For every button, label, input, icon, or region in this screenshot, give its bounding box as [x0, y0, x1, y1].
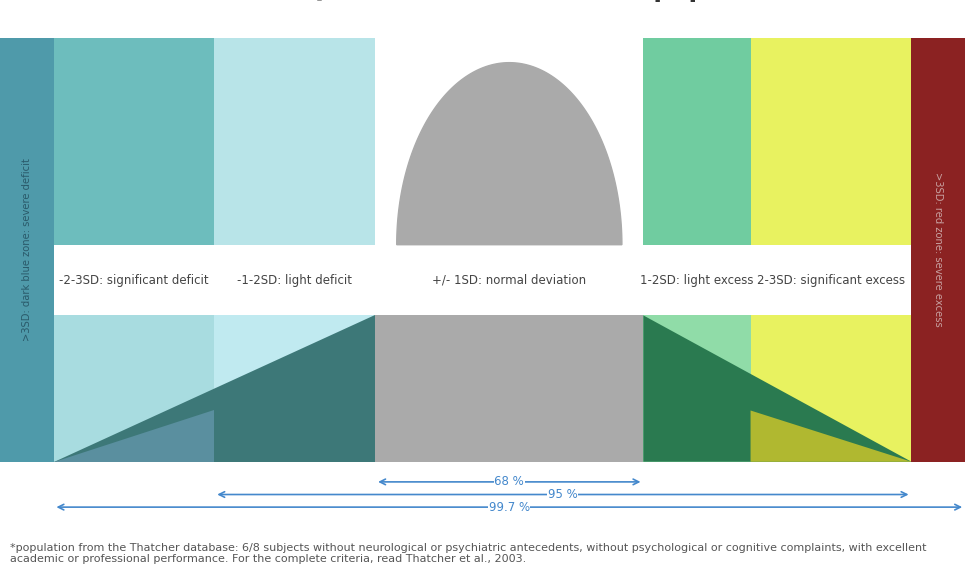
Polygon shape [397, 62, 621, 245]
Text: 95 %: 95 % [548, 488, 578, 501]
Text: +/- 1SD: normal deviation: +/- 1SD: normal deviation [432, 273, 587, 286]
Bar [751, 38, 911, 245]
Text: -1-2SD: light deficit: -1-2SD: light deficit [237, 273, 352, 286]
Text: Normative QEEG distribution in the population*: Normative QEEG distribution in the popul… [147, 0, 818, 2]
Polygon shape [644, 315, 911, 462]
Bar [54, 245, 911, 315]
Bar [644, 315, 751, 462]
Bar [911, 38, 965, 462]
Polygon shape [751, 411, 911, 462]
Text: *population from the Thatcher database: 6/8 subjects without neurological or psy: *population from the Thatcher database: … [10, 543, 926, 564]
Text: 68 %: 68 % [494, 475, 524, 488]
Text: >3SD: red zone: severe excess: >3SD: red zone: severe excess [933, 172, 943, 327]
Polygon shape [54, 315, 375, 462]
Text: 1-2SD: light excess: 1-2SD: light excess [640, 273, 754, 286]
Text: 99.7 %: 99.7 % [488, 501, 530, 514]
Bar [54, 315, 214, 462]
Text: 2-3SD: significant excess: 2-3SD: significant excess [757, 273, 905, 286]
Bar [214, 38, 375, 245]
Bar [375, 38, 644, 245]
Polygon shape [54, 411, 214, 462]
Bar [0, 38, 54, 462]
Bar [54, 38, 214, 245]
Text: -2-3SD: significant deficit: -2-3SD: significant deficit [59, 273, 208, 286]
Bar [644, 38, 751, 245]
Bar [214, 315, 375, 462]
Bar [375, 315, 644, 462]
Bar [751, 315, 911, 462]
Text: >3SD: dark blue zone: severe deficit: >3SD: dark blue zone: severe deficit [22, 158, 32, 341]
